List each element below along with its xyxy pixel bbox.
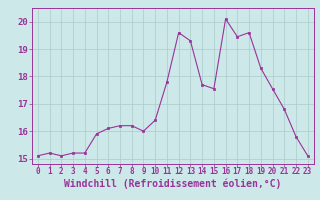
- X-axis label: Windchill (Refroidissement éolien,°C): Windchill (Refroidissement éolien,°C): [64, 179, 282, 189]
